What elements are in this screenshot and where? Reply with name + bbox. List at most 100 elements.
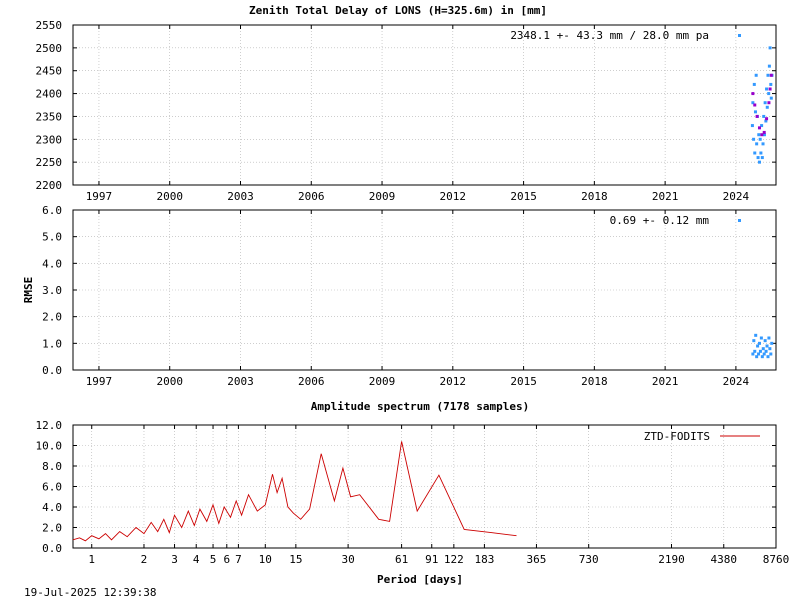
- data-point: [769, 73, 773, 77]
- data-point: [762, 133, 766, 137]
- x-tick-label: 5: [210, 553, 217, 566]
- y-tick-label: 4.0: [42, 501, 62, 514]
- data-point: [757, 352, 761, 356]
- x-tick-label: 91: [425, 553, 438, 566]
- y-tick-label: 2.0: [42, 522, 62, 535]
- data-point: [755, 142, 759, 146]
- data-point: [755, 355, 759, 359]
- x-tick-label: 6: [223, 553, 230, 566]
- x-tick-label: 2018: [581, 375, 608, 388]
- footer-timestamp: 19-Jul-2025 12:39:38: [24, 586, 156, 599]
- x-tick-label: 2018: [581, 190, 608, 203]
- y-tick-label: 10.0: [36, 440, 63, 453]
- x-tick-label: 7: [235, 553, 242, 566]
- chart3-xlabel: Period [days]: [377, 573, 463, 586]
- data-point: [760, 124, 764, 128]
- legend-marker: [738, 219, 741, 222]
- data-point: [751, 101, 755, 105]
- x-tick-label: 2024: [723, 375, 750, 388]
- data-point: [757, 126, 761, 130]
- data-point: [753, 110, 757, 114]
- x-tick-label: 15: [289, 553, 302, 566]
- data-point: [759, 151, 763, 155]
- y-tick-label: 8.0: [42, 460, 62, 473]
- x-tick-label: 1997: [86, 375, 113, 388]
- data-point: [766, 355, 770, 359]
- stats-annotation: 2348.1 +- 43.3 mm / 28.0 mm pa: [510, 29, 709, 42]
- data-point: [769, 352, 773, 356]
- y-tick-label: 2350: [36, 110, 63, 123]
- y-tick-label: 2550: [36, 19, 63, 32]
- x-tick-label: 2190: [658, 553, 685, 566]
- x-tick-label: 2012: [440, 375, 467, 388]
- x-tick-label: 2000: [156, 190, 183, 203]
- x-tick-label: 2024: [723, 190, 750, 203]
- y-tick-label: 2300: [36, 133, 63, 146]
- x-tick-label: 61: [395, 553, 408, 566]
- legend-marker: [738, 34, 741, 37]
- x-tick-label: 3: [171, 553, 178, 566]
- data-point: [768, 46, 772, 50]
- data-point: [762, 352, 766, 356]
- data-point: [770, 341, 774, 345]
- y-tick-label: 2400: [36, 88, 63, 101]
- data-point: [756, 156, 760, 160]
- x-tick-label: 2015: [510, 375, 537, 388]
- data-point: [758, 137, 762, 141]
- x-tick-label: 2021: [652, 375, 679, 388]
- x-tick-label: 30: [341, 553, 354, 566]
- x-tick-label: 8760: [763, 553, 790, 566]
- chart3-title: Amplitude spectrum (7178 samples): [311, 400, 530, 413]
- chart1-title: Zenith Total Delay of LONS (H=325.6m) in…: [249, 4, 547, 17]
- data-point: [767, 101, 771, 105]
- stats-annotation: 0.69 +- 0.12 mm: [610, 214, 710, 227]
- data-point: [757, 133, 761, 137]
- y-tick-label: 2500: [36, 42, 63, 55]
- x-tick-label: 2021: [652, 190, 679, 203]
- x-tick-label: 2006: [298, 375, 325, 388]
- data-point: [758, 349, 762, 353]
- chart2-rmse-timeseries: 0.0 1.0 2.0 3.0 4.0 5.0 6.0 1997 2000 2003 2006 200…: [42, 204, 777, 388]
- x-tick-label: 2009: [369, 190, 396, 203]
- data-point: [752, 137, 756, 141]
- data-point: [767, 64, 771, 68]
- y-tick-label: 2250: [36, 156, 63, 169]
- x-tick-label: 4380: [711, 553, 738, 566]
- data-point: [754, 73, 758, 77]
- y-tick-label: 2.0: [42, 311, 62, 324]
- plot-frame: [72, 24, 777, 186]
- y-tick-label: 6.0: [42, 204, 62, 217]
- data-point: [752, 82, 756, 86]
- y-tick-label: 2200: [36, 179, 63, 192]
- x-tick-label: 183: [474, 553, 494, 566]
- data-point: [759, 336, 763, 340]
- data-point: [753, 349, 757, 353]
- x-tick-label: 122: [444, 553, 464, 566]
- data-point: [756, 344, 760, 348]
- data-point: [751, 92, 755, 96]
- data-point: [760, 156, 764, 160]
- x-tick-label: 2003: [227, 375, 254, 388]
- chart3-amplitude-spectrum: 0.0 2.0 4.0 6.0 8.0 10.0 12.0 1 2 3 4 5 6 7 10 15 30 61 91…: [36, 419, 790, 566]
- data-point: [765, 344, 769, 348]
- data-point: [769, 82, 773, 86]
- data-point: [769, 96, 773, 100]
- y-tick-label: 5.0: [42, 231, 62, 244]
- y-tick-label: 4.0: [42, 257, 62, 270]
- data-point: [761, 347, 765, 351]
- data-point: [767, 92, 771, 96]
- y-tick-label: 0.0: [42, 364, 62, 377]
- x-tick-label: 2009: [369, 375, 396, 388]
- x-tick-label: 2006: [298, 190, 325, 203]
- data-point: [768, 347, 772, 351]
- data-point: [768, 87, 772, 91]
- data-point: [752, 339, 756, 343]
- data-point: [760, 133, 764, 137]
- data-point: [767, 336, 771, 340]
- x-tick-label: 2003: [227, 190, 254, 203]
- y-tick-label: 3.0: [42, 284, 62, 297]
- x-tick-label: 10: [259, 553, 272, 566]
- y-tick-label: 12.0: [36, 419, 63, 432]
- series-line: [72, 441, 517, 542]
